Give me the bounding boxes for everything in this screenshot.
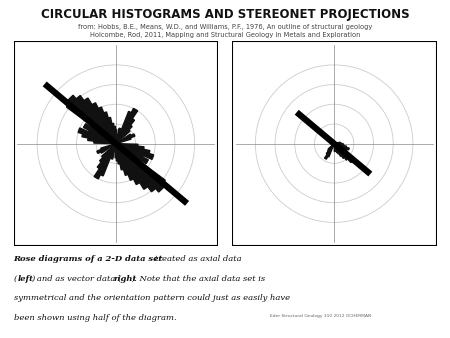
Polygon shape <box>328 144 334 151</box>
Polygon shape <box>116 144 135 180</box>
Polygon shape <box>334 144 339 154</box>
Polygon shape <box>116 134 131 144</box>
Polygon shape <box>116 108 138 144</box>
Text: (: ( <box>14 275 17 283</box>
Polygon shape <box>103 112 116 144</box>
Polygon shape <box>334 144 352 159</box>
Polygon shape <box>116 144 124 170</box>
Polygon shape <box>116 144 149 189</box>
Polygon shape <box>334 143 342 144</box>
Polygon shape <box>232 41 436 246</box>
Polygon shape <box>327 144 334 157</box>
Polygon shape <box>116 144 157 192</box>
Polygon shape <box>116 144 148 164</box>
Polygon shape <box>78 128 116 144</box>
Text: ) and as vector data (: ) and as vector data ( <box>32 275 122 283</box>
Polygon shape <box>108 117 116 144</box>
Polygon shape <box>14 41 218 246</box>
Text: CIRCULAR HISTOGRAMS AND STEREONET PROJECTIONS: CIRCULAR HISTOGRAMS AND STEREONET PROJEC… <box>40 8 410 21</box>
Polygon shape <box>116 144 118 161</box>
Polygon shape <box>328 144 334 149</box>
Polygon shape <box>116 118 135 144</box>
Polygon shape <box>82 132 116 144</box>
Polygon shape <box>334 144 338 153</box>
Polygon shape <box>116 144 144 158</box>
Polygon shape <box>334 144 342 156</box>
Polygon shape <box>90 103 116 144</box>
Polygon shape <box>99 144 116 176</box>
Polygon shape <box>116 144 121 164</box>
Polygon shape <box>334 144 344 149</box>
Polygon shape <box>97 144 116 169</box>
Polygon shape <box>334 144 349 150</box>
Polygon shape <box>94 144 116 179</box>
Text: been shown using half of the diagram.: been shown using half of the diagram. <box>14 314 176 322</box>
Polygon shape <box>88 137 116 144</box>
Text: ). Note that the axial data set is: ). Note that the axial data set is <box>131 275 266 283</box>
Polygon shape <box>116 144 150 155</box>
Polygon shape <box>75 96 116 144</box>
Polygon shape <box>113 126 116 144</box>
Polygon shape <box>334 144 343 146</box>
Polygon shape <box>67 101 116 144</box>
Polygon shape <box>83 124 116 144</box>
Polygon shape <box>116 144 138 147</box>
Polygon shape <box>116 144 144 150</box>
Polygon shape <box>116 144 164 192</box>
Polygon shape <box>68 95 116 144</box>
Polygon shape <box>334 144 353 163</box>
Polygon shape <box>334 144 335 151</box>
Polygon shape <box>102 144 116 158</box>
Polygon shape <box>115 129 117 144</box>
Polygon shape <box>334 144 348 160</box>
Polygon shape <box>97 107 116 144</box>
Polygon shape <box>111 144 116 159</box>
Text: treated as axial data: treated as axial data <box>152 255 242 263</box>
Polygon shape <box>116 144 153 159</box>
Polygon shape <box>334 144 343 145</box>
Polygon shape <box>116 134 135 144</box>
Polygon shape <box>115 144 117 158</box>
Polygon shape <box>334 143 340 144</box>
Polygon shape <box>326 144 334 154</box>
Text: Holcombe, Rod, 2011, Mapping and Structural Geology in Metals and Exploration: Holcombe, Rod, 2011, Mapping and Structu… <box>90 32 360 38</box>
Polygon shape <box>324 144 334 159</box>
Polygon shape <box>116 144 129 175</box>
Polygon shape <box>94 140 116 144</box>
Text: from: Hobbs, B.E., Means, W.D., and Williams, P.F., 1976, An outline of structur: from: Hobbs, B.E., Means, W.D., and Will… <box>78 24 372 30</box>
Text: right: right <box>114 275 137 283</box>
Polygon shape <box>88 129 116 144</box>
Polygon shape <box>334 144 346 148</box>
Polygon shape <box>334 144 347 151</box>
Polygon shape <box>99 144 116 163</box>
Polygon shape <box>116 129 130 144</box>
Polygon shape <box>111 123 116 144</box>
Polygon shape <box>100 144 116 153</box>
Polygon shape <box>116 125 132 144</box>
Polygon shape <box>334 142 340 144</box>
Text: Eder Structural Geology 310 2012 OCHERMAN: Eder Structural Geology 310 2012 OCHERMA… <box>270 314 371 318</box>
Text: left: left <box>18 275 34 283</box>
Polygon shape <box>116 144 141 185</box>
Polygon shape <box>97 144 116 153</box>
Polygon shape <box>116 137 131 144</box>
Polygon shape <box>82 98 116 144</box>
Polygon shape <box>116 128 121 144</box>
Polygon shape <box>101 144 116 150</box>
Text: symmetrical and the orientation pattern could just as easily have: symmetrical and the orientation pattern … <box>14 294 290 303</box>
Text: Rose diagrams of a 2-D data set: Rose diagrams of a 2-D data set <box>14 255 163 263</box>
Polygon shape <box>116 112 132 144</box>
Polygon shape <box>334 144 337 151</box>
Polygon shape <box>116 144 165 186</box>
Polygon shape <box>334 144 345 159</box>
